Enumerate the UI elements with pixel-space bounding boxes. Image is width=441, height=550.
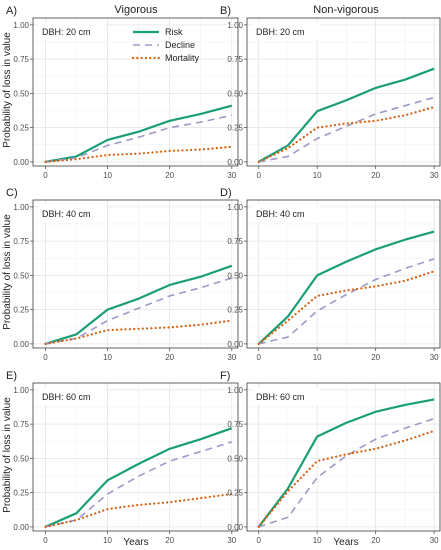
x-tick-label: 20 bbox=[371, 353, 380, 362]
panel-frame bbox=[32, 382, 239, 532]
annotation-background bbox=[252, 388, 320, 405]
annotation-background bbox=[252, 23, 320, 40]
y-tick-label: 0.50 bbox=[227, 271, 243, 280]
x-tick-label: 0 bbox=[256, 353, 261, 362]
y-tick-label: 0.00 bbox=[13, 158, 29, 167]
legend-label-mortality: Mortality bbox=[165, 53, 200, 63]
x-tick-label: 20 bbox=[371, 171, 380, 180]
x-tick-label: 0 bbox=[43, 353, 48, 362]
x-axis-label-left: Years bbox=[123, 537, 148, 548]
y-tick-label: 1.00 bbox=[227, 21, 243, 30]
annotation-background bbox=[252, 205, 320, 222]
x-tick-label: 30 bbox=[227, 536, 236, 545]
y-tick-label: 0.00 bbox=[227, 340, 243, 349]
y-tick-label: 0.25 bbox=[13, 124, 29, 133]
x-tick-label: 20 bbox=[165, 353, 174, 362]
legend: Risk Decline Mortality bbox=[131, 27, 200, 63]
panel-label: C) bbox=[6, 187, 18, 199]
x-tick-label: 20 bbox=[165, 171, 174, 180]
y-tick-label: 0.25 bbox=[13, 306, 29, 315]
y-tick-label: 0.50 bbox=[13, 271, 29, 280]
y-tick-label: 1.00 bbox=[13, 21, 29, 30]
panel-frame bbox=[246, 17, 441, 167]
y-tick-label: 0.00 bbox=[227, 523, 243, 532]
annotation-background bbox=[38, 388, 106, 405]
x-tick-label: 30 bbox=[227, 353, 236, 362]
y-axis-label-middle: Probability of loss in value bbox=[2, 214, 13, 330]
y-tick-label: 1.00 bbox=[13, 386, 29, 395]
y-tick-label: 1.00 bbox=[13, 203, 29, 212]
panel-frame bbox=[32, 17, 239, 167]
y-tick-label: 0.00 bbox=[227, 158, 243, 167]
x-tick-label: 0 bbox=[43, 536, 48, 545]
x-tick-label: 0 bbox=[256, 171, 261, 180]
y-tick-label: 1.00 bbox=[227, 386, 243, 395]
panel-grid: A) 0.00 0.25 0.50 0.75 1.00 0 10 20 30 DBH: 20 cm R… bbox=[6, 5, 441, 545]
panel-f: F) 0.00 0.25 0.50 0.75 1.00 0 10 20 30 DBH: 60 cm bbox=[220, 370, 441, 545]
dbh-annotation: DBH: 40 cm bbox=[256, 209, 305, 219]
panel-label: D) bbox=[220, 187, 232, 199]
y-tick-label: 0.75 bbox=[227, 420, 243, 429]
x-tick-label: 10 bbox=[103, 353, 112, 362]
y-tick-label: 0.00 bbox=[13, 523, 29, 532]
x-tick-label: 30 bbox=[430, 353, 439, 362]
y-tick-label: 0.75 bbox=[13, 55, 29, 64]
dbh-annotation: DBH: 20 cm bbox=[42, 27, 91, 37]
y-tick-label: 0.25 bbox=[227, 489, 243, 498]
x-tick-label: 20 bbox=[165, 536, 174, 545]
legend-label-risk: Risk bbox=[165, 27, 183, 37]
x-tick-label: 0 bbox=[256, 536, 261, 545]
y-tick-label: 0.75 bbox=[13, 420, 29, 429]
panel-label: B) bbox=[220, 5, 231, 17]
legend-label-decline: Decline bbox=[165, 40, 195, 50]
column-title-vigorous: Vigorous bbox=[114, 4, 158, 16]
y-tick-label: 0.75 bbox=[13, 237, 29, 246]
panel-frame bbox=[246, 199, 441, 349]
x-tick-label: 10 bbox=[313, 536, 322, 545]
x-tick-label: 0 bbox=[43, 171, 48, 180]
x-tick-label: 30 bbox=[227, 171, 236, 180]
x-tick-label: 30 bbox=[430, 536, 439, 545]
column-title-non-vigorous: Non-vigorous bbox=[313, 4, 379, 16]
panel-label: E) bbox=[6, 370, 17, 382]
y-tick-label: 0.50 bbox=[227, 89, 243, 98]
y-axis-label-top: Probability of loss in value bbox=[2, 32, 13, 148]
x-tick-label: 10 bbox=[103, 536, 112, 545]
x-tick-label: 30 bbox=[430, 171, 439, 180]
panel-label: F) bbox=[220, 370, 230, 382]
y-tick-label: 0.50 bbox=[13, 454, 29, 463]
y-tick-label: 1.00 bbox=[227, 203, 243, 212]
dbh-annotation: DBH: 20 cm bbox=[256, 27, 305, 37]
y-tick-label: 0.50 bbox=[227, 454, 243, 463]
x-axis-label-right: Years bbox=[333, 537, 358, 548]
y-tick-label: 0.75 bbox=[227, 55, 243, 64]
y-tick-label: 0.00 bbox=[13, 340, 29, 349]
y-tick-label: 0.25 bbox=[227, 306, 243, 315]
y-tick-label: 0.25 bbox=[227, 124, 243, 133]
x-tick-label: 10 bbox=[313, 171, 322, 180]
panel-frame bbox=[246, 382, 441, 532]
y-tick-label: 0.50 bbox=[13, 89, 29, 98]
panel-c: C) 0.00 0.25 0.50 0.75 1.00 0 10 20 30 DBH: 40 cm bbox=[6, 187, 239, 362]
x-tick-label: 10 bbox=[103, 171, 112, 180]
x-tick-label: 10 bbox=[313, 353, 322, 362]
panel-b: B) 0.00 0.25 0.50 0.75 1.00 0 10 20 30 DBH: 20 cm bbox=[220, 5, 441, 180]
dbh-annotation: DBH: 60 cm bbox=[256, 392, 305, 402]
panel-label: A) bbox=[6, 5, 17, 17]
panel-e: E) 0.00 0.25 0.50 0.75 1.00 0 10 20 30 DBH: 60 cm bbox=[6, 370, 239, 545]
panel-d: D) 0.00 0.25 0.50 0.75 1.00 0 10 20 30 DBH: 40 cm bbox=[220, 187, 441, 362]
panel-frame bbox=[32, 199, 239, 349]
y-tick-label: 0.75 bbox=[227, 237, 243, 246]
x-tick-label: 20 bbox=[371, 536, 380, 545]
annotation-background bbox=[38, 205, 106, 222]
dbh-annotation: DBH: 60 cm bbox=[42, 392, 91, 402]
panel-a: A) 0.00 0.25 0.50 0.75 1.00 0 10 20 30 DBH: 20 cm R… bbox=[6, 5, 239, 180]
dbh-annotation: DBH: 40 cm bbox=[42, 209, 91, 219]
annotation-background bbox=[38, 23, 106, 40]
y-axis-label-bottom: Probability of loss in value bbox=[2, 397, 13, 513]
y-tick-label: 0.25 bbox=[13, 489, 29, 498]
